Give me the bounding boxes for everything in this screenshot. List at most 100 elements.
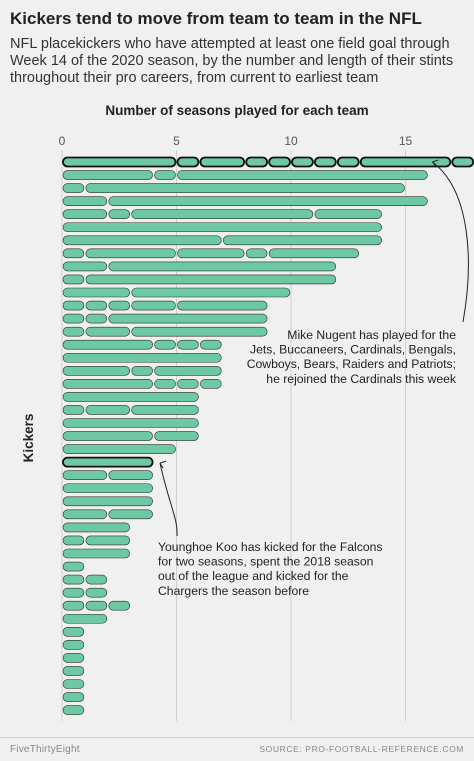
stint-bar	[85, 183, 405, 193]
stint-bar	[62, 196, 108, 206]
x-tick-label: 10	[284, 134, 298, 148]
chart-subtitle: NFL placekickers who have attempted at l…	[10, 36, 454, 86]
stint-bar	[62, 626, 85, 637]
annotation-nugent-line: Mike Nugent has played for the	[287, 328, 456, 342]
source-label: SOURCE: PRO-FOOTBALL-REFERENCE.COM	[259, 744, 464, 754]
annotation-nugent-line: he rejoined the Cardinals this week	[266, 372, 457, 386]
stint-bar	[62, 209, 108, 219]
stint-bar	[62, 183, 85, 193]
stint-bar	[108, 470, 153, 481]
stint-bar	[62, 535, 85, 546]
stint-bar	[154, 365, 222, 376]
stint-bar	[62, 600, 85, 611]
stint-bar	[62, 405, 85, 415]
stint-bar	[245, 156, 268, 168]
stint-bar	[62, 287, 130, 298]
stint-bar	[62, 222, 382, 233]
stint-bar	[62, 692, 85, 702]
stint-bar	[62, 170, 153, 180]
stint-bar	[62, 235, 222, 246]
stint-bar	[62, 365, 130, 376]
stint-bar	[451, 156, 474, 168]
stint-bar	[85, 535, 131, 546]
stint-bar	[62, 666, 85, 676]
stint-bar	[200, 379, 222, 389]
stint-bar	[62, 379, 153, 389]
stint-bar	[62, 548, 130, 559]
stint-bar	[62, 444, 176, 454]
stint-bar	[62, 509, 108, 520]
chart-svg: 0 5 10 15 Kickers Mike Nugent has played for …	[21, 134, 474, 722]
stint-bar	[154, 170, 176, 180]
stint-bar	[62, 587, 85, 598]
stint-bar	[314, 209, 382, 219]
stint-bar	[268, 156, 291, 168]
arrowhead	[159, 460, 167, 469]
stint-bar	[131, 326, 268, 337]
stint-bar	[176, 156, 200, 168]
y-axis-title: Kickers	[21, 414, 36, 463]
stint-bar	[85, 274, 337, 285]
stint-bar	[62, 248, 85, 259]
stint-bar	[108, 313, 268, 324]
stint-bar	[199, 156, 246, 168]
stint-bar	[62, 300, 85, 311]
stint-bar	[62, 470, 108, 481]
annotation-koo-line: out of the league and kicked for the	[158, 569, 349, 583]
stint-bar	[177, 170, 428, 180]
annotation-koo-line: Chargers the season before	[158, 584, 309, 598]
stint-bar	[200, 339, 222, 350]
stint-bar	[62, 561, 85, 572]
stint-bar	[359, 156, 452, 168]
stint-bar	[108, 209, 131, 219]
stint-bar	[177, 379, 199, 389]
stint-bar	[62, 339, 153, 350]
stint-bar	[62, 483, 153, 494]
stint-bar	[85, 600, 108, 611]
stint-bar	[223, 235, 382, 246]
stint-bar	[154, 431, 199, 441]
stint-bar	[108, 300, 131, 311]
chart-title: Kickers tend to move from team to team i…	[10, 9, 422, 28]
stint-bar	[177, 339, 199, 350]
annotation-koo-line: for two seasons, spent the 2018 season	[158, 555, 373, 569]
footer: FiveThirtyEight SOURCE: PRO-FOOTBALL-REF…	[0, 737, 474, 761]
annotation-arrow	[432, 161, 469, 323]
arrowhead	[432, 159, 439, 168]
stint-bar	[131, 365, 153, 376]
stint-bar	[245, 248, 268, 259]
stint-bar	[62, 274, 85, 285]
stint-bar	[62, 679, 85, 689]
stint-bar	[108, 600, 131, 611]
stint-bar	[85, 248, 176, 259]
stint-bar	[131, 209, 314, 219]
stint-bar	[85, 313, 108, 324]
stint-bar	[108, 509, 153, 520]
stint-bar	[268, 248, 360, 259]
stint-bar	[62, 496, 153, 507]
x-tick-label: 5	[173, 134, 180, 148]
stint-bar	[62, 392, 199, 402]
stint-bar	[62, 418, 199, 428]
stint-bar	[313, 156, 337, 168]
stint-bar	[177, 300, 268, 311]
stint-bar	[154, 339, 176, 350]
stint-bar	[131, 300, 176, 311]
annotation-nugent-line: Cowboys, Bears, Raiders and Patriots;	[247, 357, 456, 371]
stint-bar	[62, 261, 108, 272]
brand-label: FiveThirtyEight	[10, 744, 80, 755]
stint-bar	[62, 640, 85, 650]
stint-bar	[62, 653, 85, 663]
stint-bar	[131, 287, 291, 298]
stint-bar	[62, 522, 130, 533]
stint-bar	[108, 261, 337, 272]
stint-bar	[177, 248, 245, 259]
stint-bar	[62, 431, 153, 441]
stint-bar	[85, 587, 108, 598]
stint-bar	[131, 405, 199, 415]
stint-bar	[62, 574, 85, 585]
stint-bar	[62, 456, 154, 468]
annotation-nugent-line: Jets, Buccaneers, Cardinals, Bengals,	[250, 343, 456, 357]
stint-bar	[62, 313, 85, 324]
x-tick-label: 0	[59, 134, 66, 148]
